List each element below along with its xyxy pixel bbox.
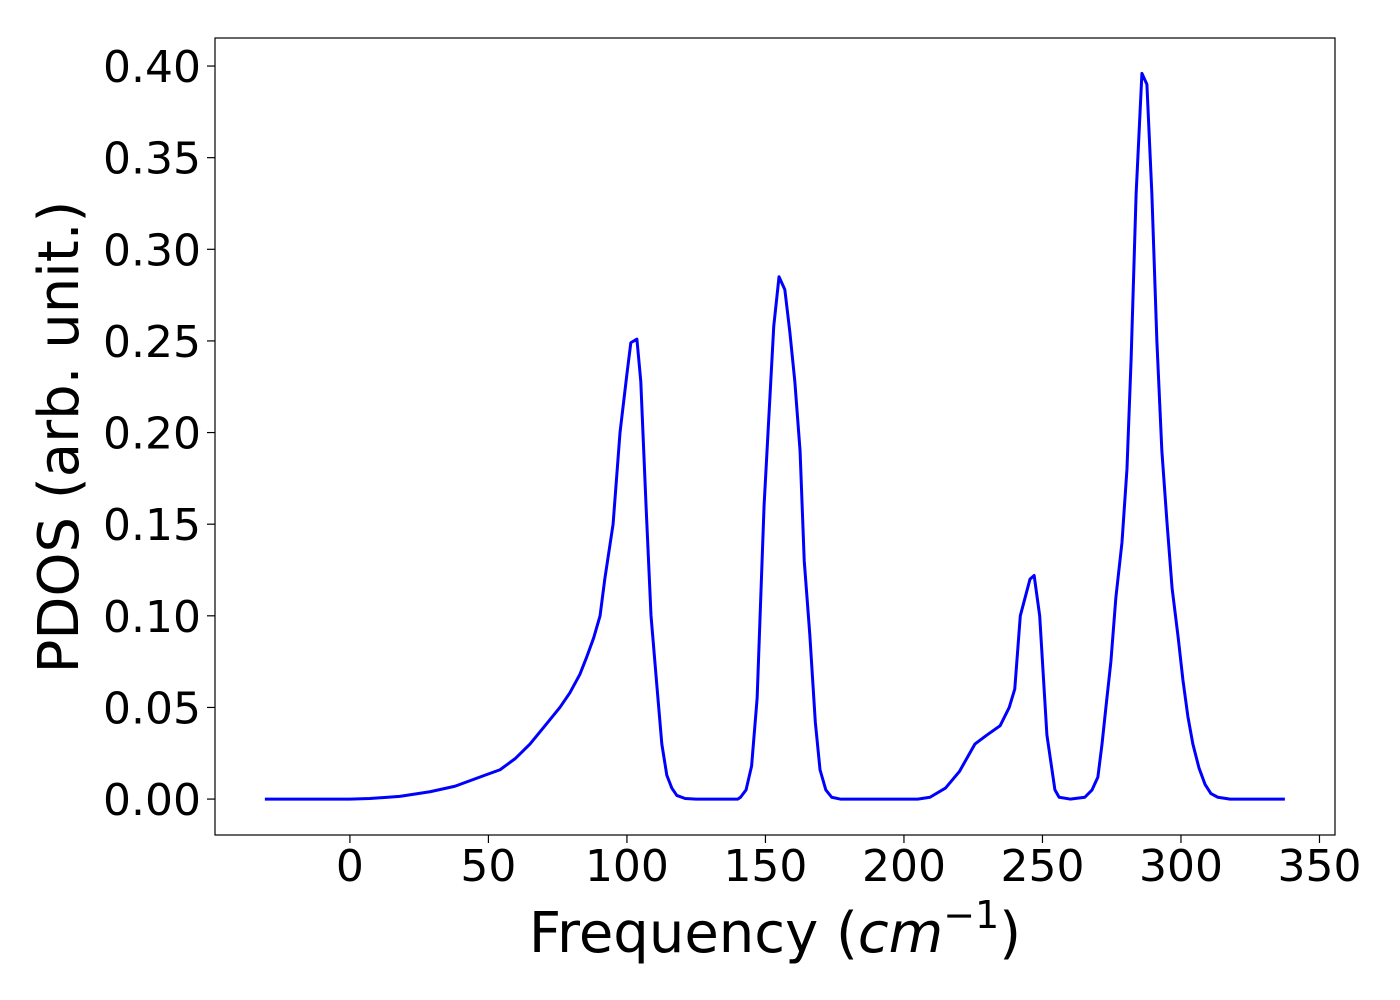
- y-tick-label: 0.30: [103, 225, 201, 276]
- plot-frame: [214, 37, 1336, 836]
- line: [264, 71, 1285, 801]
- x-label-unit: cm: [858, 901, 943, 966]
- y-axis-label: PDOS (arb. unit.): [27, 201, 92, 674]
- x-label-close: ): [999, 901, 1021, 966]
- x-tick-label: 350: [1277, 841, 1361, 892]
- x-tick-label: 250: [1000, 841, 1084, 892]
- y-tick-label: 0.35: [103, 134, 201, 185]
- y-tick-label: 0.25: [103, 317, 201, 368]
- x-axis-label: Frequency (cm−1): [529, 893, 1021, 966]
- x-label-exponent: −1: [943, 893, 999, 937]
- y-tick-label: 0.15: [103, 500, 201, 551]
- x-tick-label: 300: [1139, 841, 1223, 892]
- x-tick-label: 100: [585, 841, 669, 892]
- y-tick-label: 0.00: [103, 775, 201, 826]
- y-tick-label: 0.40: [103, 42, 201, 93]
- y-tick-label: 0.10: [103, 592, 201, 643]
- y-tick-label: 0.20: [103, 409, 201, 460]
- x-tick-label: 150: [723, 841, 807, 892]
- x-tick-label: 0: [336, 841, 364, 892]
- x-tick-label: 50: [460, 841, 516, 892]
- y-tick-label: 0.05: [103, 683, 201, 734]
- x-label-text: Frequency (: [529, 901, 858, 966]
- x-tick-label: 200: [862, 841, 946, 892]
